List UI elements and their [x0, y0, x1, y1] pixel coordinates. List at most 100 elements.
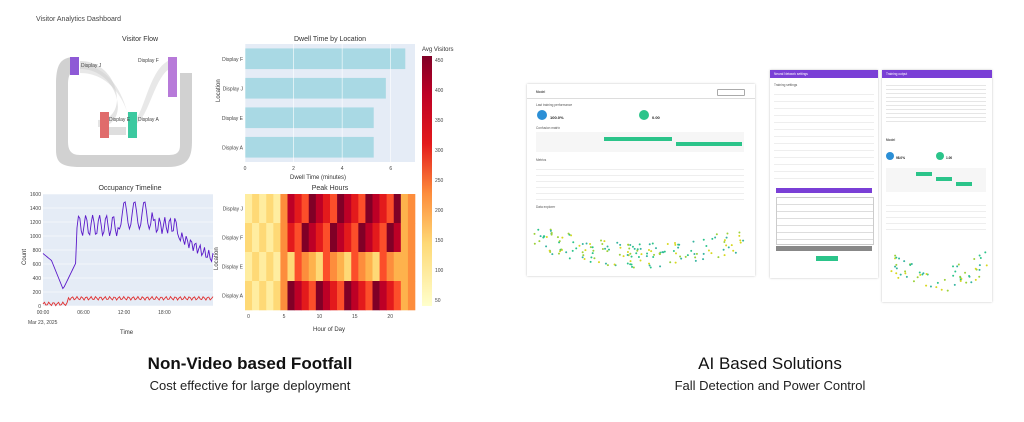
- scatter-point: [910, 262, 913, 265]
- colorbar-tick: 100: [435, 268, 444, 274]
- scatter-point: [978, 254, 981, 257]
- sankey-node-f: [168, 57, 177, 97]
- training-settings-label: Training settings: [774, 83, 798, 87]
- heatmap-cell: [393, 252, 402, 282]
- scatter-point: [680, 257, 683, 260]
- scatter-point: [651, 242, 654, 245]
- heatmap-cell: [315, 223, 324, 253]
- scatter-point: [650, 250, 653, 253]
- scatter-point: [557, 252, 560, 255]
- scatter-point: [897, 276, 900, 279]
- scatter-point: [952, 274, 955, 277]
- heatmap-cell: [294, 194, 302, 224]
- dwell-category-label: Display J: [223, 86, 244, 92]
- avg-visitors-colorbar: Avg Visitors 450 400 350 300 250 200 150 100 50: [422, 47, 453, 306]
- confusion-matrix: [536, 132, 744, 152]
- heatmap-cell: [344, 281, 352, 311]
- heatmap-cell: [273, 281, 281, 311]
- scatter-point: [549, 229, 552, 232]
- dwell-category-label: Display E: [222, 116, 244, 122]
- start-training-button[interactable]: [816, 256, 838, 261]
- heatmap-cell: [337, 194, 345, 224]
- scatter-point: [674, 243, 677, 246]
- sankey-node-j: [70, 57, 79, 75]
- training-log: [886, 82, 986, 122]
- scatter-point: [732, 249, 735, 252]
- scatter-point: [584, 249, 587, 252]
- heatmap-cell: [386, 281, 395, 311]
- occupancy-title: Occupancy Timeline: [98, 185, 162, 192]
- heatmap-cell: [287, 252, 295, 282]
- scatter-point: [561, 236, 564, 239]
- occupancy-ytick: 1400: [30, 206, 41, 212]
- scatter-point: [632, 266, 635, 269]
- heatmap-cell: [372, 194, 380, 224]
- scatter-point: [545, 245, 548, 248]
- scatter-point: [633, 247, 636, 250]
- scatter-point: [672, 249, 675, 252]
- occupancy-ytick: 1200: [30, 220, 41, 226]
- scatter-point: [679, 255, 682, 258]
- scatter-point: [912, 280, 915, 283]
- model-results-panel: Model Last training performance 100.0% 0…: [527, 84, 755, 276]
- heatmap-cell: [266, 223, 274, 253]
- output-header: Training output: [886, 72, 908, 76]
- scatter-point: [645, 255, 648, 258]
- heatmap-cell: [351, 223, 359, 253]
- heatmap-cell: [280, 223, 288, 253]
- scatter-point: [894, 254, 897, 257]
- scatter-point: [649, 266, 652, 269]
- heatmap-cell: [252, 194, 260, 224]
- heatmap-cell: [407, 252, 416, 282]
- scatter-point: [550, 231, 553, 234]
- right-caption-sub: Fall Detection and Power Control: [674, 378, 866, 393]
- output-loss-icon: [936, 152, 944, 160]
- scatter-point: [925, 284, 928, 287]
- output-metrics: [886, 200, 986, 230]
- output-loss: 1.00: [946, 156, 953, 160]
- heatmap-cell: [287, 223, 295, 253]
- scatter-point: [619, 246, 622, 249]
- scatter-point: [593, 257, 596, 260]
- scatter-point: [978, 264, 981, 267]
- occupancy-ytick: 600: [33, 262, 42, 268]
- occupancy-xtick: 12:00: [118, 310, 131, 316]
- scatter-point: [710, 252, 713, 255]
- scatter-point: [613, 263, 616, 266]
- scatter-point: [693, 253, 696, 256]
- explorer-label: Data explorer: [536, 205, 556, 209]
- heatmap-row-label: Display F: [222, 236, 243, 242]
- settings-header-bar: [770, 70, 878, 78]
- add-layer-button[interactable]: [776, 246, 872, 251]
- scatter-point: [616, 241, 619, 244]
- heatmap-cell: [322, 223, 331, 253]
- scatter-point: [603, 240, 606, 243]
- scatter-point: [723, 240, 726, 243]
- occupancy-xtick: 00:00: [37, 310, 50, 316]
- scatter-point: [677, 246, 680, 249]
- scatter-point: [635, 252, 638, 255]
- scatter-point: [629, 263, 632, 266]
- sankey-label-j: Display J: [81, 63, 102, 69]
- occupancy-ytick: 200: [33, 290, 42, 296]
- heatmap-xtick: 15: [352, 314, 358, 320]
- model-select[interactable]: [717, 89, 745, 96]
- scatter-point: [919, 273, 922, 276]
- scatter-point: [725, 236, 728, 239]
- scatter-point: [639, 259, 642, 262]
- scatter-point: [601, 248, 604, 251]
- heatmap-cell: [259, 194, 267, 224]
- scatter-point: [894, 265, 897, 268]
- scatter-point: [661, 251, 664, 254]
- output-header-bar: [882, 70, 992, 78]
- scatter-point: [702, 238, 705, 241]
- sankey-label-e: Display E: [109, 117, 131, 123]
- scatter-point: [723, 239, 726, 242]
- scatter-point: [899, 273, 902, 276]
- scatter-point: [583, 257, 586, 260]
- heatmap-cell: [337, 252, 345, 282]
- scatter-point: [597, 261, 600, 264]
- scatter-point: [648, 243, 651, 246]
- heatmap-cell: [308, 194, 317, 224]
- heatmap-cell: [386, 194, 395, 224]
